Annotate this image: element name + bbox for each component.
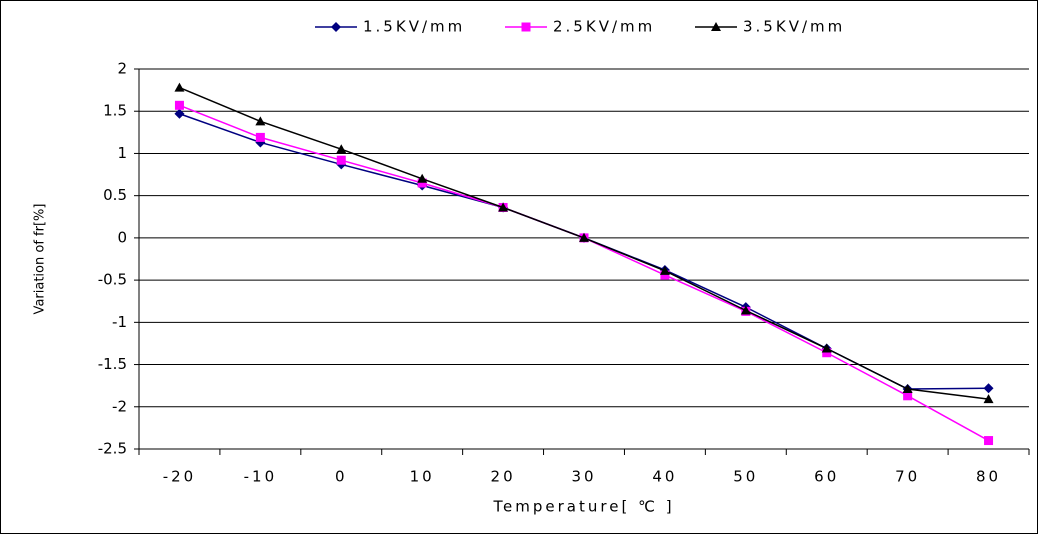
x-tick-label: -20 [163,468,197,486]
x-tick-label: 60 [814,468,839,486]
legend-marker [711,22,721,31]
legend-label: 1.5KV/mm [363,18,465,36]
y-tick-label: -1 [112,313,127,331]
data-point [255,132,265,142]
data-point [983,383,994,394]
data-point [903,391,913,401]
data-point [498,202,509,212]
y-tick-label: 0.5 [103,186,127,204]
x-tick-label: -10 [244,468,278,486]
x-tick-label: 70 [895,468,920,486]
x-tick-label: 50 [733,468,758,486]
x-tick-label: 80 [976,468,1001,486]
series-line [179,113,989,390]
series-line [179,86,989,400]
y-tick-label: -0.5 [98,271,127,289]
legend-marker [331,22,341,32]
x-axis-label: Temperature[ ℃ ] [492,498,674,516]
data-point [336,144,347,154]
data-point [174,108,185,119]
legend-label: 3.5KV/mm [743,18,845,36]
y-axis-label: Variation of fr[%] [33,204,48,315]
legend-marker [521,22,531,32]
data-point [174,100,184,110]
data-point [659,265,670,275]
data-point [174,82,185,92]
data-point [417,178,427,188]
data-point [902,384,913,394]
x-tick-label: 0 [335,468,348,486]
data-point [984,436,994,446]
y-tick-label: 2 [117,60,127,78]
data-point [821,343,832,353]
data-point [255,116,266,126]
x-tick-label: 10 [410,468,435,486]
x-tick-label: 40 [652,468,677,486]
data-point [822,348,832,358]
x-tick-label: 30 [571,468,596,486]
series-line [179,104,989,442]
data-point [417,173,428,183]
data-point [579,232,589,242]
legend-label: 2.5KV/mm [553,18,655,36]
y-tick-label: -1.5 [98,355,127,373]
y-tick-label: -2 [112,397,127,415]
y-tick-label: 1 [117,144,127,162]
y-tick-label: -2.5 [98,440,127,458]
data-point [740,305,751,315]
x-tick-label: 20 [491,468,516,486]
data-point [983,394,994,404]
y-tick-label: 0 [117,228,127,246]
y-tick-label: 1.5 [103,102,127,120]
data-point [660,270,670,280]
data-point [336,155,346,165]
